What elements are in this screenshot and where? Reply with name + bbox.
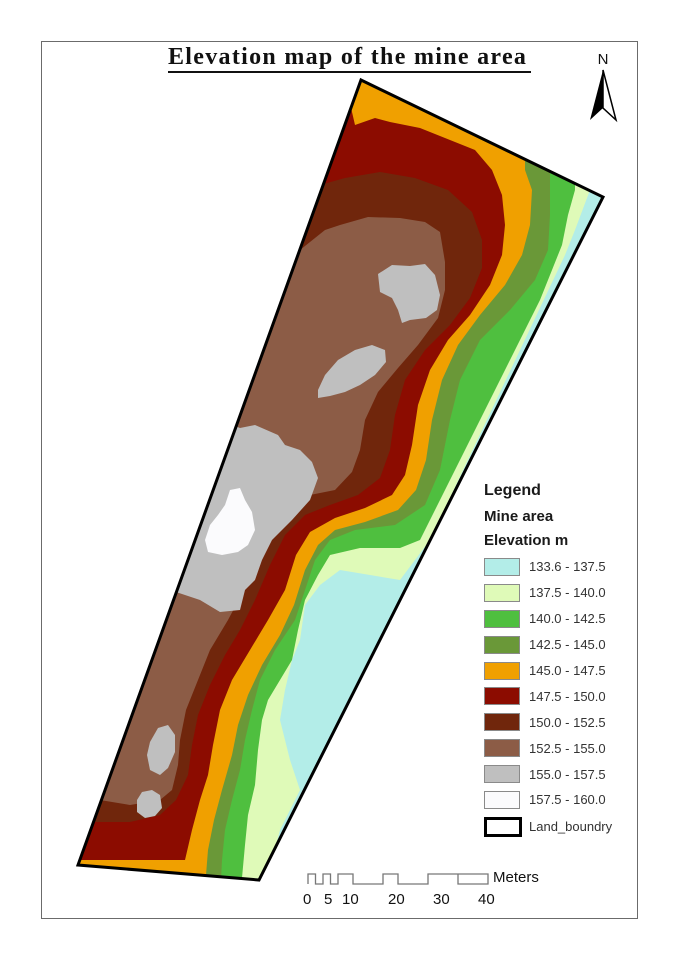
- legend-item: 147.5 - 150.0: [484, 683, 612, 709]
- scale-bar: Meters 0 5 10 20 30 40: [303, 868, 565, 913]
- elevation-patch-155-157: [137, 790, 162, 818]
- boundary-swatch: [484, 816, 522, 837]
- legend-item: 150.0 - 152.5: [484, 709, 612, 735]
- legend-item: 152.5 - 155.0: [484, 735, 612, 761]
- legend-swatch: [484, 687, 520, 706]
- elevation-patch-155-157: [147, 725, 175, 775]
- legend-label: 147.5 - 150.0: [529, 688, 606, 704]
- scale-tick-label: 0: [303, 891, 312, 908]
- scale-tick-label: 5: [324, 891, 333, 908]
- legend-item: 133.6 - 137.5: [484, 554, 612, 580]
- legend-swatch: [484, 557, 520, 576]
- legend-label: 145.0 - 147.5: [529, 663, 606, 678]
- legend-item: 145.0 - 147.5: [484, 658, 612, 684]
- legend-label: 150.0 - 152.5: [529, 714, 606, 730]
- legend-item-boundary: Land_boundry: [484, 814, 612, 840]
- scale-unit: Meters: [493, 869, 539, 886]
- scale-bar-graphic: [307, 873, 489, 885]
- legend-label: Land_boundry: [529, 819, 613, 835]
- north-arrow-icon: [590, 69, 618, 123]
- legend-swatch: [484, 661, 520, 680]
- land-boundary: [75, 77, 606, 882]
- elevation-patch-157-160: [205, 488, 255, 555]
- legend-swatch: [484, 713, 520, 732]
- legend-swatch: [484, 583, 520, 602]
- legend: Legend Mine area Elevation m 133.6 - 137…: [484, 481, 612, 840]
- legend-swatch: [484, 635, 520, 654]
- legend-label: 152.5 - 155.0: [529, 740, 606, 756]
- legend-swatch: [484, 765, 520, 784]
- legend-item: 137.5 - 140.0: [484, 580, 612, 606]
- legend-item: 155.0 - 157.5: [484, 761, 612, 787]
- elevation-patch-155-157: [378, 264, 440, 323]
- legend-item: 142.5 - 145.0: [484, 632, 612, 658]
- north-label: N: [597, 51, 609, 68]
- legend-label: 133.6 - 137.5: [529, 559, 606, 575]
- scale-tick-label: 20: [388, 891, 405, 908]
- legend-label: 140.0 - 142.5: [529, 611, 606, 627]
- map-title: Elevation map of the mine area: [168, 44, 532, 73]
- legend-swatch: [484, 739, 520, 758]
- legend-swatch: [484, 790, 520, 809]
- legend-layer-name: Mine area: [484, 508, 554, 525]
- legend-item: 140.0 - 142.5: [484, 606, 612, 632]
- legend-label: 137.5 - 140.0: [529, 585, 606, 601]
- legend-title: Legend: [484, 482, 541, 499]
- north-arrow: N: [588, 52, 618, 124]
- legend-label: 155.0 - 157.5: [529, 766, 606, 782]
- legend-label: 157.5 - 160.0: [529, 792, 606, 808]
- elevation-patch-155-157: [318, 345, 386, 398]
- scale-tick-label: 40: [478, 891, 495, 908]
- legend-field-name: Elevation m: [484, 532, 569, 549]
- legend-item: 157.5 - 160.0: [484, 787, 612, 813]
- legend-swatch: [484, 609, 520, 628]
- map-frame: [41, 41, 638, 919]
- scale-tick-label: 10: [342, 891, 359, 908]
- scale-tick-label: 30: [433, 891, 450, 908]
- legend-label: 142.5 - 145.0: [529, 637, 606, 653]
